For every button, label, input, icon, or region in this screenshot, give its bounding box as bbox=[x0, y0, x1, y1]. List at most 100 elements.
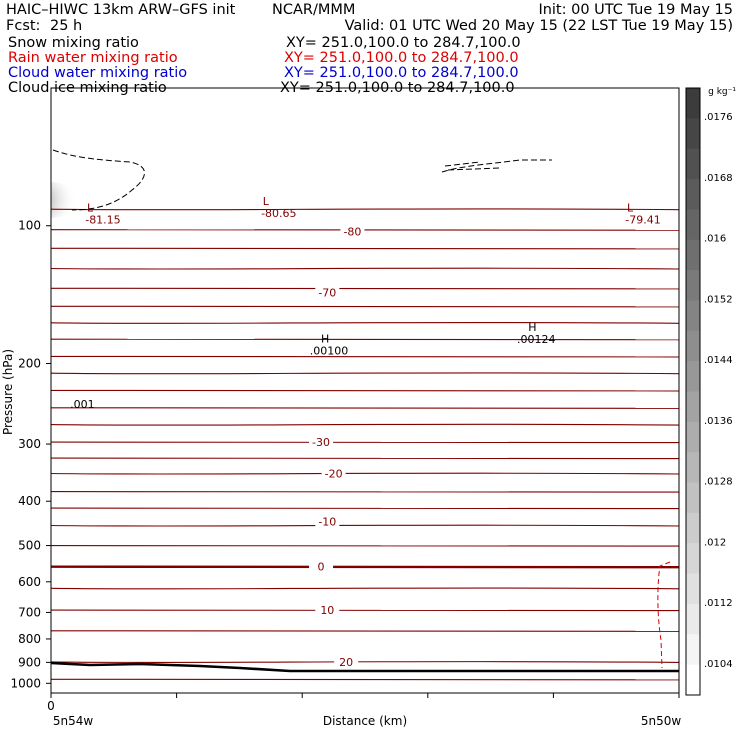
colorbar-swatch-15 bbox=[686, 543, 700, 575]
colorbar-label-9: .0176 bbox=[704, 112, 733, 123]
colorbar-swatch-3 bbox=[686, 179, 700, 210]
snow-contour-label: .001 bbox=[70, 398, 95, 411]
isotherm-23 bbox=[51, 629, 679, 633]
y-tick-label-400: 400 bbox=[18, 494, 41, 508]
plot-header: HAIC–HIWC 13km ARW–GFS init NCAR/MMM Ini… bbox=[6, 2, 733, 96]
colorbar-label-7: .016 bbox=[704, 234, 726, 245]
contour-labels: -70 -30 -20 -10 0 10 20 -80 .001 bbox=[70, 224, 365, 669]
colorbar-swatch-1 bbox=[686, 118, 700, 150]
colorbar-label-5: .0144 bbox=[704, 355, 733, 366]
isotherm-3 bbox=[51, 267, 679, 270]
colorbar-swatch-8 bbox=[686, 330, 700, 362]
isotherm-7 bbox=[51, 338, 679, 341]
isotherm-label-3: -10 bbox=[318, 516, 336, 529]
y-tick-label-200: 200 bbox=[18, 356, 41, 370]
extremum-value-3: .00100 bbox=[310, 345, 349, 358]
ice-contour-dashed bbox=[441, 159, 552, 173]
label-bg-0 bbox=[315, 285, 340, 299]
colorbar-label-0: .0104 bbox=[704, 659, 733, 670]
extremum-value-1: -80.65 bbox=[261, 207, 296, 220]
colorbar-swatch-7 bbox=[686, 300, 700, 332]
y-tick-label-900: 900 bbox=[18, 655, 41, 669]
isotherm-14 bbox=[51, 457, 679, 460]
label-bg-2 bbox=[321, 466, 346, 480]
colorbar-swatch-9 bbox=[686, 361, 700, 392]
isotherm-15 bbox=[51, 472, 679, 475]
extremum-value-2: -79.41 bbox=[625, 213, 660, 226]
isotherm-5 bbox=[51, 305, 679, 308]
colorbar-swatch-0 bbox=[686, 88, 700, 119]
colorbar-swatch-18 bbox=[686, 634, 700, 666]
isotherm-label-1: -30 bbox=[312, 436, 330, 449]
init-time: Init: 00 UTC Tue 19 May 15 bbox=[538, 2, 733, 18]
extremum-mark-0: L bbox=[87, 201, 94, 214]
isotherm-13 bbox=[51, 441, 679, 444]
colorbar-swatch-2 bbox=[686, 148, 700, 180]
rain-contour-dashed bbox=[657, 561, 671, 669]
isotherm-label-6: 20 bbox=[339, 656, 353, 669]
colorbar-label-8: .0168 bbox=[704, 173, 733, 184]
isotherm-21 bbox=[51, 587, 679, 590]
model-title: HAIC–HIWC 13km ARW–GFS init bbox=[6, 2, 236, 18]
isotherm-22 bbox=[51, 609, 679, 612]
label-bg-4 bbox=[309, 559, 334, 573]
isotherm-label-5: 10 bbox=[320, 604, 334, 617]
isotherm-label-4: 0 bbox=[318, 561, 325, 574]
colorbar-swatch-11 bbox=[686, 421, 700, 453]
colorbar-swatch-16 bbox=[686, 573, 700, 605]
isotherm-6 bbox=[51, 321, 679, 324]
isotherm-18 bbox=[51, 524, 679, 527]
y-tick-label-300: 300 bbox=[18, 437, 41, 451]
extremum-mark-1: L bbox=[263, 195, 270, 208]
y-tick-label-800: 800 bbox=[18, 632, 41, 646]
isotherm-19 bbox=[51, 544, 679, 547]
label-bg-7 bbox=[340, 224, 365, 238]
valid-time: Valid: 01 UTC Wed 20 May 15 (22 LST Tue … bbox=[345, 18, 733, 34]
isotherm-1 bbox=[51, 228, 679, 231]
fcst-label: Fcst: bbox=[6, 18, 40, 34]
colorbar-label-6: .0152 bbox=[704, 294, 733, 305]
colorbar-label-1: .0112 bbox=[704, 598, 733, 609]
isotherm-label-2: -20 bbox=[325, 468, 343, 481]
y-tick-label-500: 500 bbox=[18, 539, 41, 553]
label-bg-3 bbox=[315, 514, 340, 528]
center-label: NCAR/MMM bbox=[272, 2, 355, 18]
y-tick-label-100: 100 bbox=[18, 219, 41, 233]
isotherm-label-0: -70 bbox=[318, 287, 336, 300]
isotherm-9 bbox=[51, 372, 679, 375]
isotherm-label-7: -80 bbox=[343, 226, 361, 239]
isotherm-10 bbox=[51, 389, 679, 392]
colorbar-units: g kg⁻¹ bbox=[708, 87, 736, 97]
extremum-mark-3: H bbox=[321, 333, 329, 346]
isotherm-8 bbox=[51, 355, 679, 358]
colorbar-swatch-19 bbox=[686, 664, 700, 696]
extremum-value-4: .00124 bbox=[517, 333, 556, 346]
field-xy-rain: XY= 251.0,100.0 to 284.7,100.0 bbox=[284, 50, 519, 66]
colorbar-frame bbox=[685, 87, 701, 696]
colorbar-label-3: .0128 bbox=[704, 477, 733, 488]
colorbar-swatch-10 bbox=[686, 391, 700, 423]
isotherm-2 bbox=[51, 247, 679, 250]
extremum-mark-4: H bbox=[528, 321, 536, 334]
isotherm-4 bbox=[51, 287, 679, 290]
extremum-value-0: -81.15 bbox=[85, 213, 120, 226]
field-xy-snow: XY= 251.0,100.0 to 284.7,100.0 bbox=[286, 35, 521, 51]
y-axis: 100 200 300 400 500 600 700 800 900 1000 bbox=[10, 219, 51, 690]
label-bg-5 bbox=[315, 603, 340, 617]
plot-frame bbox=[50, 87, 680, 694]
colorbar-label-4: .0136 bbox=[704, 416, 733, 427]
x-axis-title: Distance (km) bbox=[323, 714, 407, 728]
field-label-cloud-water: Cloud water mixing ratio bbox=[8, 65, 187, 81]
colorbar-swatch-13 bbox=[686, 482, 700, 514]
colorbar-swatch-12 bbox=[686, 452, 700, 484]
colorbar-swatch-17 bbox=[686, 603, 700, 635]
field-label-snow: Snow mixing ratio bbox=[8, 35, 139, 51]
colorbar-swatch-6 bbox=[686, 270, 700, 301]
fcst-value: 25 h bbox=[50, 18, 82, 34]
y-tick-label-1000: 1000 bbox=[10, 676, 41, 690]
colorbar-swatch-5 bbox=[686, 239, 700, 271]
